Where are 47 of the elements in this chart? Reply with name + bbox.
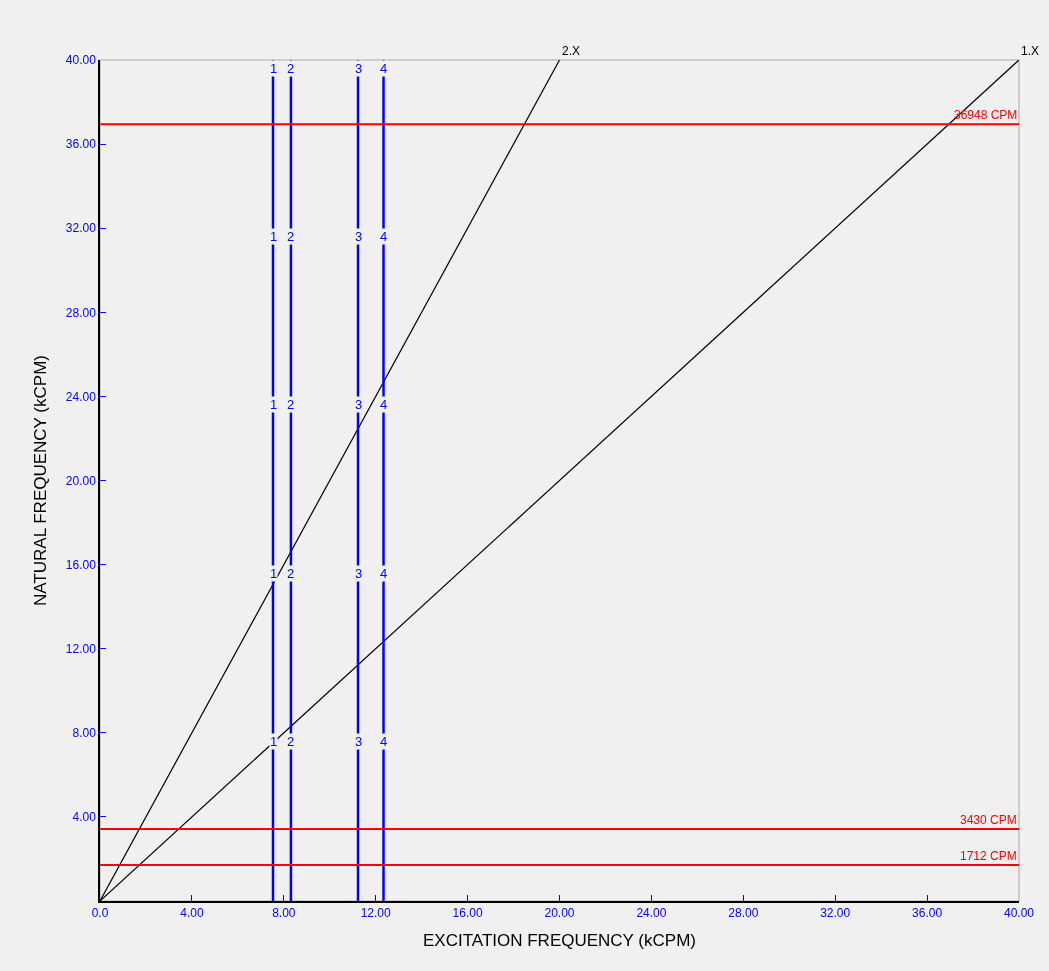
text: 4 [380,397,388,412]
y-tick-label: 36.00 [65,137,97,152]
y-tick-label: 28.00 [65,305,97,320]
text: 4 [380,229,388,244]
x-tick-label: 12.00 [360,906,392,921]
text: 3 [355,61,363,76]
text: 3 [355,566,363,581]
y-tick-label: 8.00 [72,726,97,740]
series-label: 1 [270,734,278,749]
y-tick-label: 40.00 [65,53,97,68]
series-label: 3 [355,734,363,749]
series-label: 1.X [1021,44,1040,58]
x-tick-label: 0.0 [91,906,109,921]
y-tick-label: 12.00 [65,641,97,656]
text: 1 [270,229,278,244]
y-axis-title: NATURAL FREQUENCY (kCPM) [30,355,50,606]
series-label: 2.X [562,44,581,58]
x-tick-label: 8.00 [272,906,296,921]
y-tick-label: 20.00 [65,473,97,488]
ref-line-label: 1712 CPM [960,849,1017,863]
x-tick-label: 20.00 [544,906,575,921]
x-tick-label: 32.00 [820,906,851,921]
text: 1 [270,397,278,412]
text: 2 [287,61,295,76]
text: 2 [287,397,295,412]
y-tick-label: 16.00 [65,557,97,572]
text: 4 [380,61,388,76]
text: 1 [270,566,278,581]
y-tick-label: 4.00 [72,810,97,825]
text: 3 [355,397,363,412]
series-label: 4 [380,734,388,749]
x-tick-label: 16.00 [452,906,483,921]
x-tick-label: 24.00 [636,906,667,921]
x-tick-label: 40.00 [1003,906,1035,921]
y-tick-label: 32.00 [65,221,97,236]
y-tick-label: 24.00 [65,389,97,404]
text: 2 [287,566,295,581]
text: 2 [287,229,295,244]
x-axis-title: EXCITATION FREQUENCY (kCPM) [423,931,696,951]
text: 1 [270,61,278,76]
x-tick-label: 36.00 [912,906,943,921]
x-tick-label: 4.00 [180,906,204,921]
x-tick-label: 28.00 [728,906,759,921]
text: 3 [355,229,363,244]
text: 4 [380,566,388,581]
ref-line-label: 3430 CPM [960,813,1017,827]
series-label: 2 [287,734,295,749]
